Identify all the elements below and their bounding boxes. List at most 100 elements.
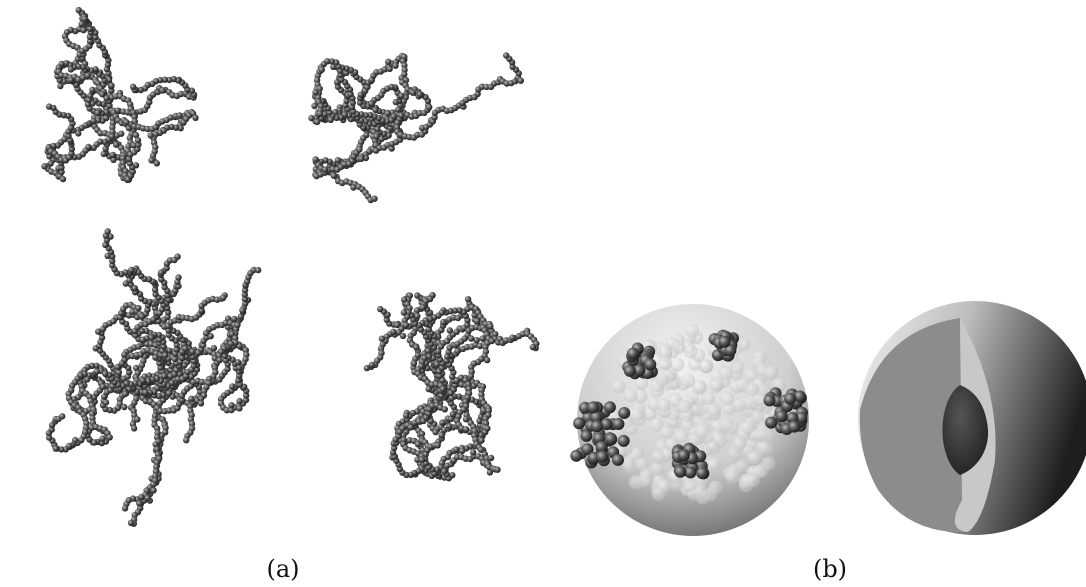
particle <box>674 465 687 478</box>
particle <box>123 119 130 126</box>
particle <box>161 372 168 380</box>
particle <box>479 335 486 342</box>
particle <box>407 424 414 431</box>
particle <box>634 457 649 472</box>
particle <box>402 322 410 329</box>
particle <box>795 411 808 424</box>
particle <box>234 321 241 329</box>
particle <box>634 376 649 390</box>
particle <box>509 334 516 341</box>
particle <box>102 241 109 249</box>
particle <box>200 342 207 349</box>
particle <box>314 118 321 126</box>
particle <box>623 364 636 377</box>
particle <box>478 387 485 394</box>
particle <box>426 104 433 111</box>
particle <box>736 336 751 351</box>
particle <box>255 266 262 274</box>
particle <box>587 401 600 414</box>
particle <box>242 396 250 404</box>
particle <box>683 344 698 359</box>
particle <box>570 449 583 462</box>
particle <box>134 137 142 144</box>
particle <box>441 406 448 413</box>
particle <box>492 331 499 338</box>
particle <box>724 344 737 357</box>
particle <box>127 519 135 527</box>
particle <box>207 333 214 340</box>
particle <box>698 359 713 374</box>
particle <box>155 331 163 339</box>
particle <box>462 416 470 423</box>
particle <box>433 466 441 473</box>
particle <box>701 391 716 406</box>
sphere-cutaway <box>858 301 1086 535</box>
particle <box>750 409 764 424</box>
particle <box>136 500 143 507</box>
particle <box>448 394 455 402</box>
particle <box>595 441 608 453</box>
particle <box>713 433 727 448</box>
particle <box>706 456 721 471</box>
particle <box>388 145 395 152</box>
particle <box>250 266 257 274</box>
particle <box>473 317 481 325</box>
particle <box>99 383 107 390</box>
particle <box>65 132 72 140</box>
particle <box>416 109 423 117</box>
particle <box>99 435 106 442</box>
particle <box>308 114 315 122</box>
particle <box>694 424 709 439</box>
particle <box>659 425 674 440</box>
particle <box>452 446 460 453</box>
particle <box>115 369 123 376</box>
particle <box>229 383 236 390</box>
particle <box>92 34 99 41</box>
particle <box>392 98 399 106</box>
particle <box>419 304 426 311</box>
particle <box>402 412 410 419</box>
particle <box>449 410 456 418</box>
particle <box>109 124 116 131</box>
particle <box>487 454 495 462</box>
particle <box>719 417 734 432</box>
particle <box>189 348 196 355</box>
particle <box>243 392 250 399</box>
particle <box>483 356 491 364</box>
particle <box>581 443 594 456</box>
particle <box>784 392 797 405</box>
particle <box>109 257 116 265</box>
particle <box>433 361 441 368</box>
particle <box>113 141 120 148</box>
particle <box>312 89 319 96</box>
particle <box>440 319 447 326</box>
particle <box>151 417 158 424</box>
particle <box>119 155 127 162</box>
particle <box>234 359 242 366</box>
particle <box>161 352 169 359</box>
particle <box>84 376 91 383</box>
particle <box>356 146 363 153</box>
particle <box>573 417 586 430</box>
particle <box>414 292 421 299</box>
particle <box>612 453 624 466</box>
particle <box>708 480 723 495</box>
particle <box>746 473 760 488</box>
particle <box>86 25 94 32</box>
particle <box>231 315 238 323</box>
particle <box>623 388 638 403</box>
particle <box>55 64 62 71</box>
particle <box>163 264 170 272</box>
particle <box>357 91 364 98</box>
particle <box>735 459 750 473</box>
particle <box>148 157 155 164</box>
particle <box>241 295 249 303</box>
particle <box>132 131 140 139</box>
particle <box>414 312 421 320</box>
particle <box>59 175 67 183</box>
particle <box>152 354 159 361</box>
particle <box>459 447 466 454</box>
particle <box>59 413 66 420</box>
particle <box>134 416 141 423</box>
particle <box>400 309 408 316</box>
